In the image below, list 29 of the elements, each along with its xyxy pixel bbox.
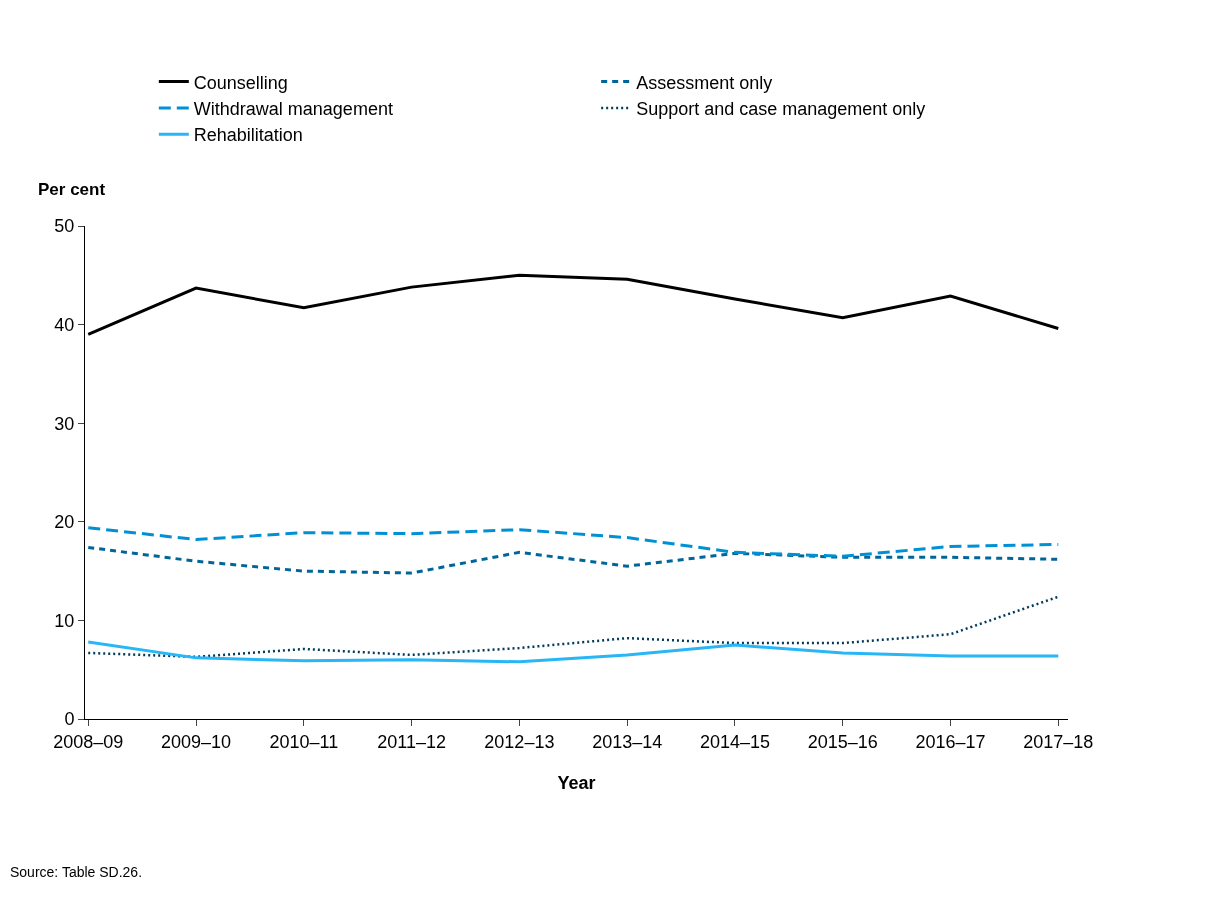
y-axis-title: Per cent [38,180,106,199]
y-tick-label: 10 [54,610,75,631]
line-series [86,545,1060,575]
line-series [86,640,1060,664]
legend-label: Assessment only [636,72,773,93]
y-tick-label: 0 [64,709,75,730]
y-tick-label: 20 [54,512,75,533]
x-tick-label: 2015–16 [807,731,878,752]
source-note: Source: Table SD.26. [10,864,143,880]
x-tick-label: 2014–15 [699,731,770,752]
x-tick-label: 2012–13 [484,731,555,752]
y-tick-label: 30 [54,413,75,434]
legend-label: Withdrawal management [193,98,393,119]
line-series [86,526,1060,558]
x-tick-label: 2009–10 [160,731,232,752]
legend-label: Counselling [193,72,288,93]
x-tick-label: 2010–11 [269,731,339,752]
x-axis-title: Year [557,772,596,793]
legend-label: Rehabilitation [193,125,303,146]
x-tick-label: 2016–17 [915,731,986,752]
legend-label: Support and case management only [636,98,926,119]
x-tick-label: 2008–09 [53,731,124,752]
line-series [86,595,1060,659]
y-tick-label: 40 [54,314,75,335]
x-tick-label: 2011–12 [377,731,446,752]
x-tick-label: 2017–18 [1023,731,1094,752]
line-series [86,273,1060,336]
y-tick-label: 50 [54,216,75,237]
x-tick-label: 2013–14 [592,731,663,752]
